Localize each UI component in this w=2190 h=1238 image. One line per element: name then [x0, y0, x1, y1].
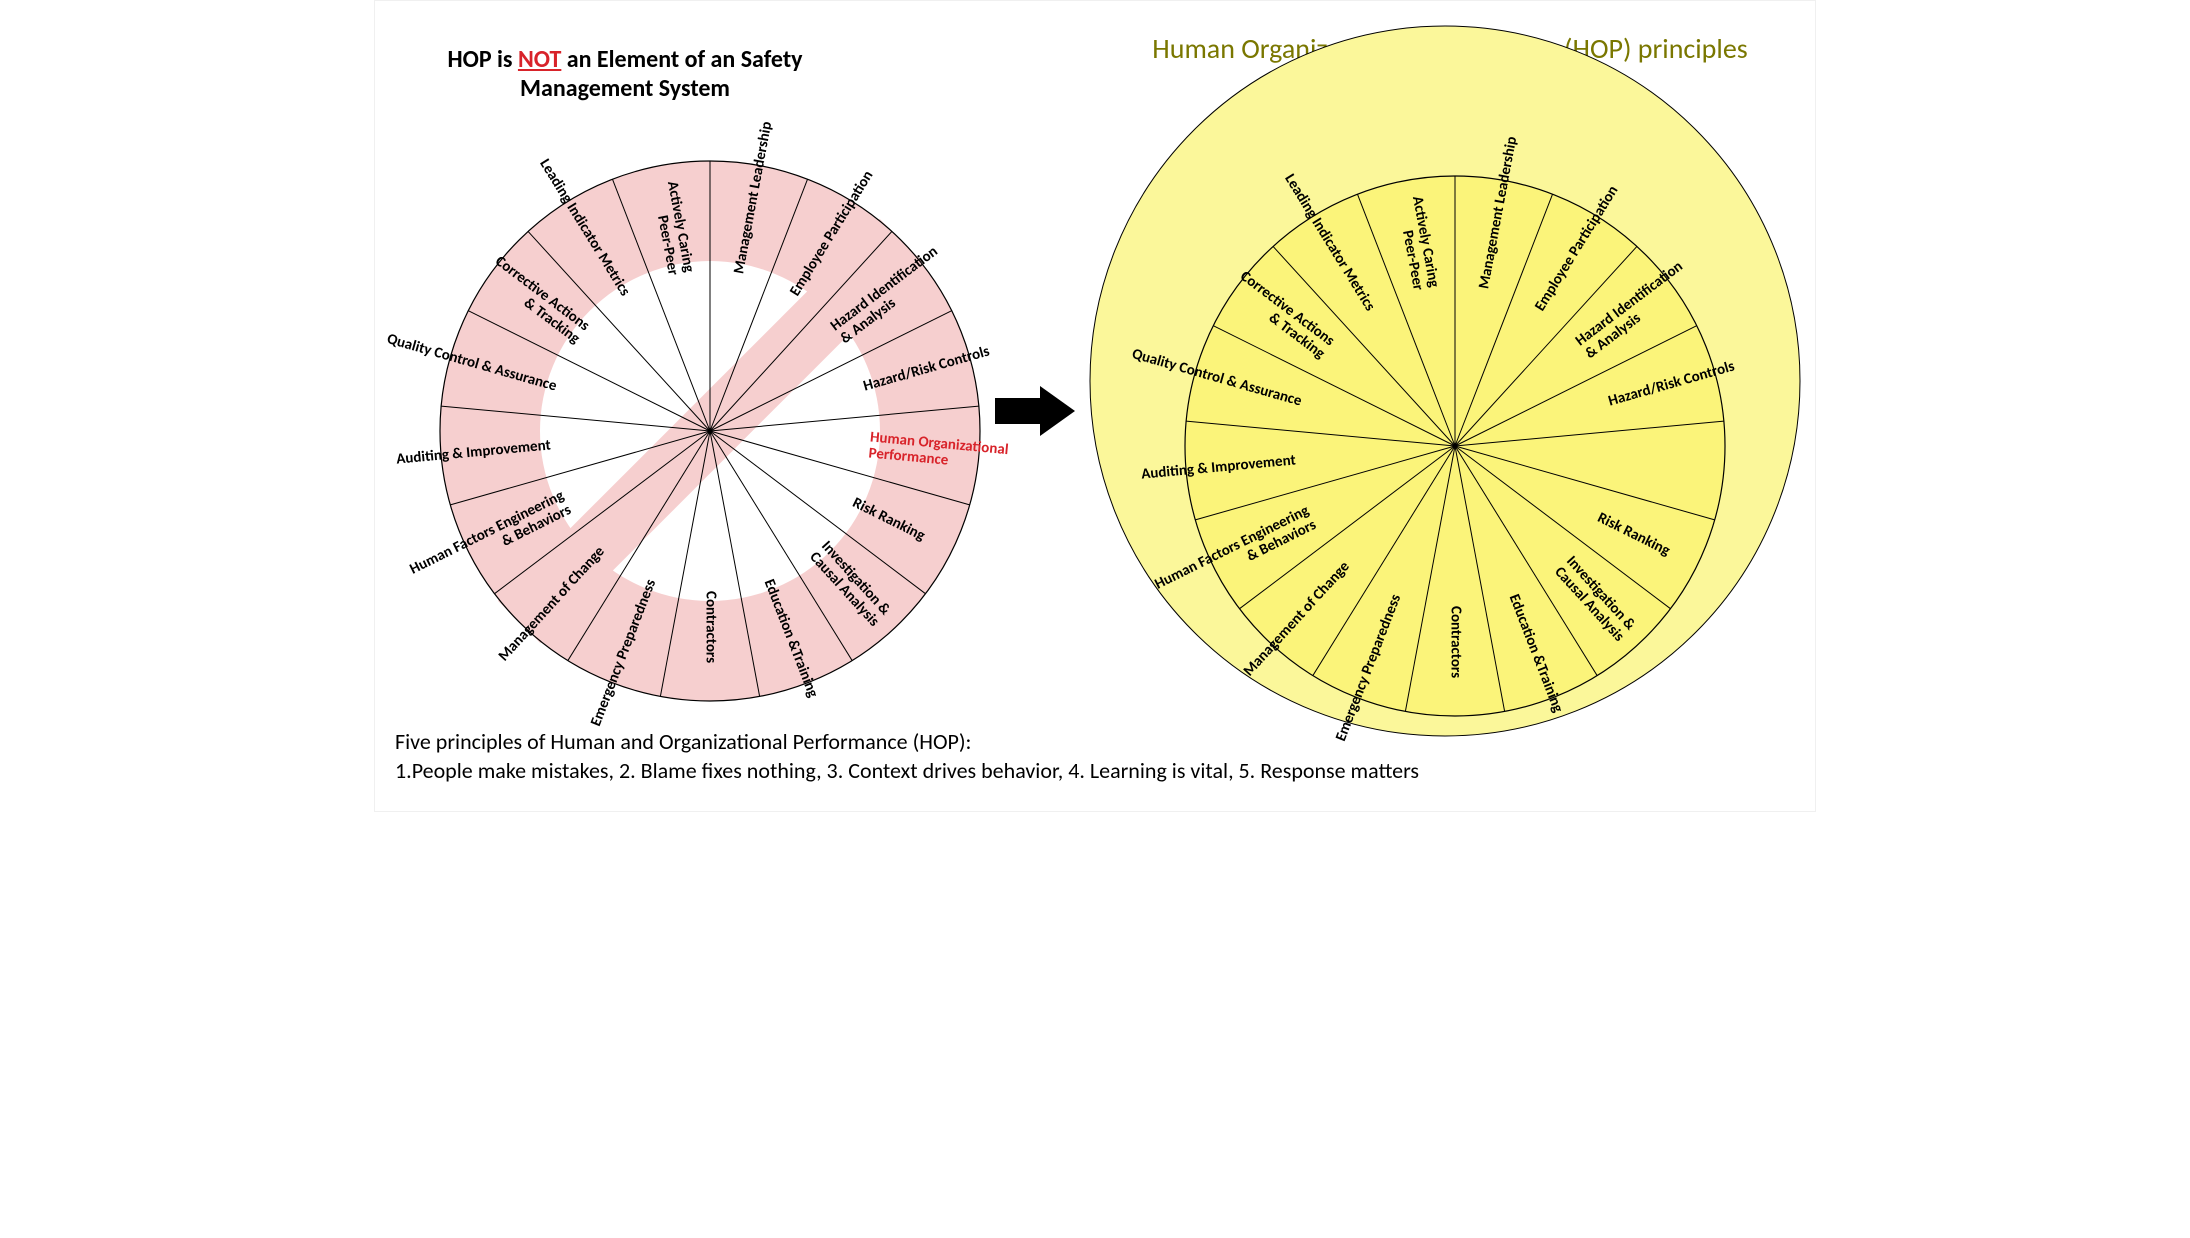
- left-wheel: Management LeadershipEmployee Participat…: [375, 1, 1075, 731]
- footer-line2: 1.People make mistakes, 2. Blame fixes n…: [395, 756, 1795, 786]
- footer-text: Five principles of Human and Organizatio…: [395, 727, 1795, 786]
- svg-text:Contractors: Contractors: [701, 591, 719, 663]
- svg-text:Contractors: Contractors: [1446, 606, 1464, 678]
- footer-line1: Five principles of Human and Organizatio…: [395, 727, 1795, 757]
- segment-label: Contractors: [701, 591, 719, 663]
- slide: HOP is NOT an Element of an Safety Manag…: [374, 0, 1816, 812]
- segment-label: Contractors: [1446, 606, 1464, 678]
- right-wheel: Management LeadershipEmployee Participat…: [1075, 1, 1815, 761]
- arrow-icon: [995, 386, 1075, 436]
